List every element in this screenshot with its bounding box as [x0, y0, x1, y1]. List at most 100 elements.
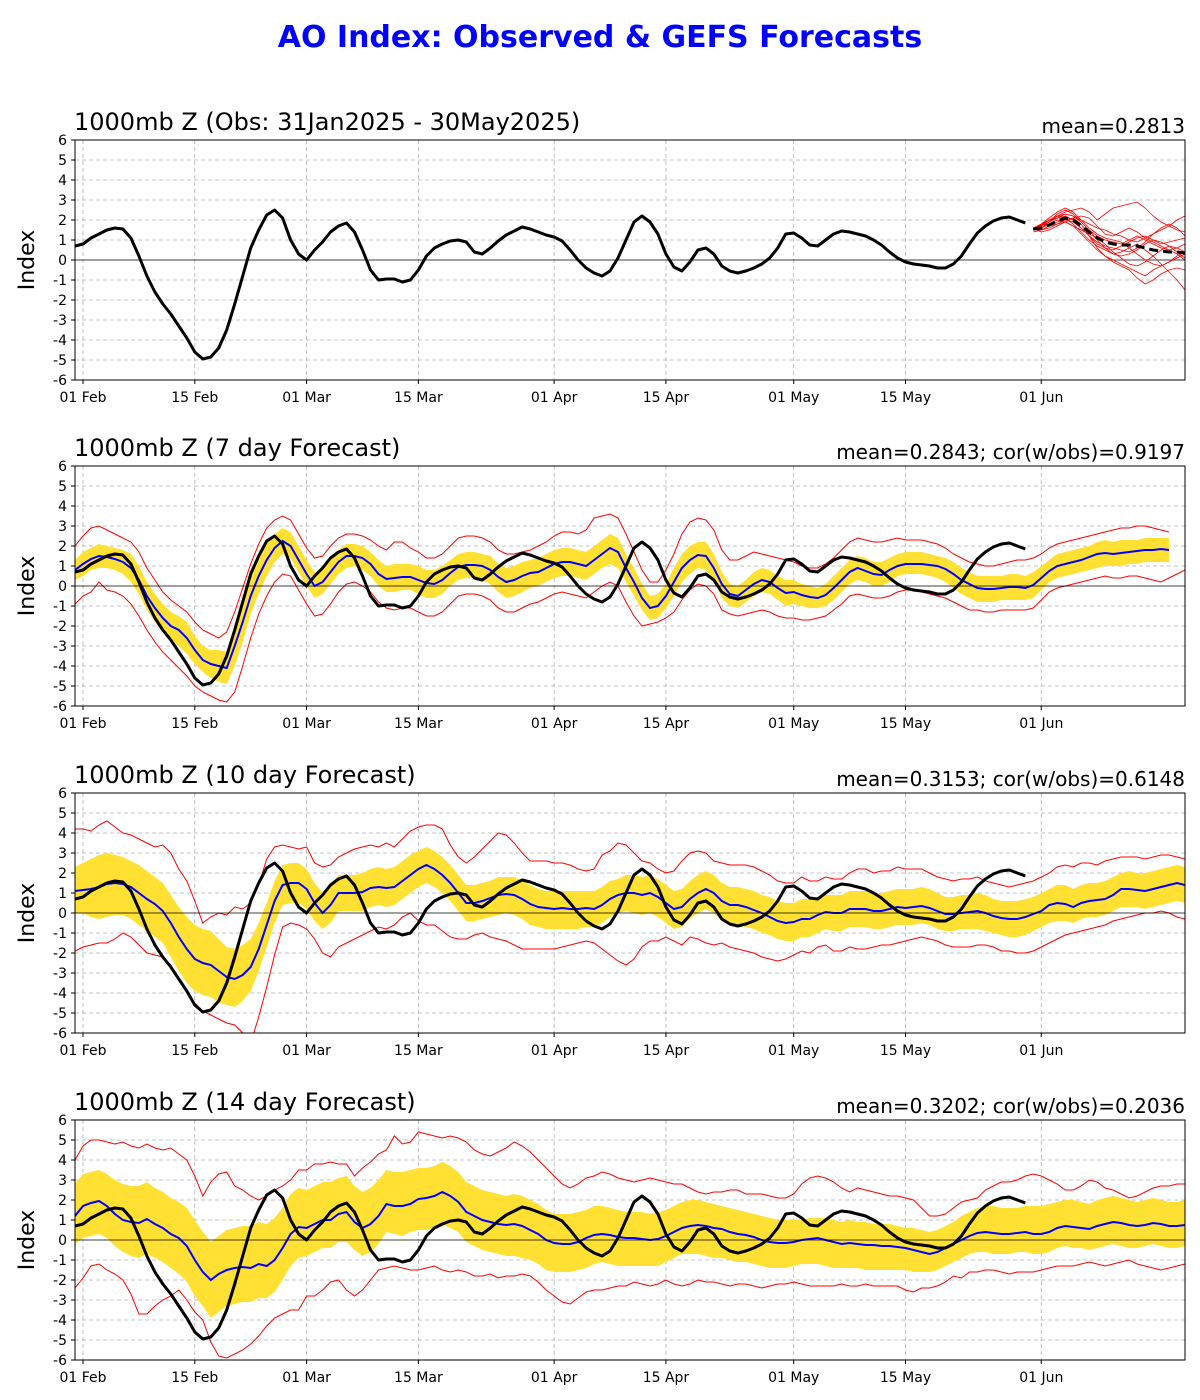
y-tick-label: 3	[58, 193, 67, 209]
x-tick-label: 01 Feb	[59, 390, 106, 406]
ensemble-member-line	[1033, 217, 1185, 285]
observed-line	[75, 208, 1026, 361]
y-axis-label: Index	[15, 1210, 40, 1271]
y-tick-label: 5	[58, 806, 67, 822]
x-tick-label: 15 Feb	[171, 390, 218, 406]
observed-line	[75, 534, 1026, 687]
y-tick-label: 0	[58, 906, 67, 922]
y-axis-label: Index	[15, 883, 40, 944]
y-tick-label: 1	[58, 1213, 67, 1229]
y-tick-label: 6	[58, 786, 67, 802]
extreme-lower-line	[75, 1259, 1185, 1359]
extreme-upper-line	[75, 1131, 1185, 1217]
ensemble-member-line	[1033, 215, 1185, 251]
y-tick-label: -3	[53, 313, 67, 329]
y-tick-label: -2	[53, 619, 67, 635]
y-tick-label: -2	[53, 946, 67, 962]
ensemble-member-line	[1033, 207, 1185, 267]
plot-area	[75, 820, 1185, 1033]
chart-svg: -6 -5 -4 -3 -2 -1 0 1 2 3 4 5 6 01 Feb 15 Feb 01 Mar 15 …	[15, 459, 1186, 732]
x-tick-label: 01 Mar	[282, 1043, 331, 1059]
y-tick-label: 2	[58, 213, 67, 229]
x-tick-label: 15 Apr	[643, 1043, 690, 1059]
chart-panel-observed: -6 -5 -4 -3 -2 -1 0 1 2 3 4 5 6 01 Feb 15 Feb 01 Mar 15 …	[0, 108, 1200, 410]
y-tick-label: 4	[58, 499, 67, 515]
panel-title: 1000mb Z (Obs: 31Jan2025 - 30May2025)	[74, 108, 581, 136]
panel-stat: mean=0.3153; cor(w/obs)=0.6148	[836, 767, 1185, 791]
chart-svg: -6 -5 -4 -3 -2 -1 0 1 2 3 4 5 6 01 Feb 15 Feb 01 Mar 15 …	[15, 1113, 1186, 1386]
y-tick-label: 5	[58, 1133, 67, 1149]
x-tick-label: 01 Jun	[1019, 1043, 1063, 1059]
y-tick-label: -3	[53, 1293, 67, 1309]
x-tick-label: 01 Mar	[282, 1370, 331, 1386]
x-tick-label: 15 Feb	[171, 1370, 218, 1386]
y-tick-label: 1	[58, 559, 67, 575]
x-tick-label: 01 Mar	[282, 716, 331, 732]
y-tick-label: 4	[58, 1153, 67, 1169]
y-tick-label: 5	[58, 153, 67, 169]
y-axis-label: Index	[15, 556, 40, 617]
extreme-upper-line	[75, 820, 1185, 924]
y-tick-label: -4	[53, 986, 67, 1002]
y-tick-label: -3	[53, 966, 67, 982]
y-tick-label: -5	[53, 1006, 67, 1022]
page-title: AO Index: Observed & GEFS Forecasts	[277, 20, 923, 55]
x-tick-label: 01 May	[768, 716, 819, 732]
y-tick-label: -6	[53, 1353, 67, 1369]
y-tick-label: 6	[58, 133, 67, 149]
spread-band	[75, 847, 1185, 1007]
y-tick-label: 1	[58, 886, 67, 902]
extreme-upper-line	[75, 513, 1170, 639]
x-tick-label: 15 Mar	[394, 716, 443, 732]
x-tick-label: 15 May	[880, 390, 931, 406]
x-tick-label: 15 Mar	[394, 390, 443, 406]
y-tick-label: -5	[53, 679, 67, 695]
y-tick-label: 2	[58, 866, 67, 882]
ensemble-mean-line	[75, 1190, 1185, 1282]
x-tick-label: 15 May	[880, 716, 931, 732]
y-tick-label: -1	[53, 1253, 67, 1269]
y-tick-label: -6	[53, 699, 67, 715]
x-tick-label: 15 Mar	[394, 1043, 443, 1059]
x-tick-label: 15 Apr	[643, 390, 690, 406]
x-tick-label: 01 Apr	[531, 390, 578, 406]
observed-line	[75, 861, 1026, 1014]
x-tick-label: 15 May	[880, 1043, 931, 1059]
y-tick-label: -6	[53, 373, 67, 389]
y-tick-label: -1	[53, 926, 67, 942]
y-tick-label: 6	[58, 1113, 67, 1129]
y-tick-label: -5	[53, 353, 67, 369]
chart-svg: -6 -5 -4 -3 -2 -1 0 1 2 3 4 5 6 01 Feb 15 Feb 01 Mar 15 …	[15, 133, 1186, 406]
ensemble-member-line	[1033, 213, 1185, 259]
ensemble-member-line	[1033, 209, 1185, 261]
plot-area	[75, 513, 1185, 703]
chart-panel-10-day: -6 -5 -4 -3 -2 -1 0 1 2 3 4 5 6 01 Feb 15 Feb 01 Mar 15 …	[0, 761, 1200, 1063]
plot-area	[75, 201, 1185, 361]
y-tick-label: 4	[58, 173, 67, 189]
x-tick-label: 01 Apr	[531, 1370, 578, 1386]
x-tick-label: 01 May	[768, 1370, 819, 1386]
chart-panel-7-day: -6 -5 -4 -3 -2 -1 0 1 2 3 4 5 6 01 Feb 15 Feb 01 Mar 15 …	[0, 434, 1200, 736]
y-tick-label: -5	[53, 1333, 67, 1349]
grid	[75, 466, 1185, 706]
chart-panel-14-day: -6 -5 -4 -3 -2 -1 0 1 2 3 4 5 6 01 Feb 15 Feb 01 Mar 15 …	[0, 1088, 1200, 1390]
extreme-lower-line	[75, 569, 1185, 703]
y-tick-label: 2	[58, 1193, 67, 1209]
y-tick-label: -4	[53, 333, 67, 349]
plot-area	[75, 1131, 1185, 1359]
x-tick-label: 01 Apr	[531, 1043, 578, 1059]
y-tick-label: 3	[58, 1173, 67, 1189]
y-tick-label: 0	[58, 253, 67, 269]
x-tick-label: 15 Feb	[171, 1043, 218, 1059]
x-tick-label: 01 May	[768, 390, 819, 406]
x-tick-label: 01 Jun	[1019, 390, 1063, 406]
y-tick-label: -3	[53, 639, 67, 655]
ensemble-mean-line	[75, 863, 1185, 981]
y-tick-label: 6	[58, 459, 67, 475]
y-tick-label: -2	[53, 293, 67, 309]
ensemble-member-line	[1033, 215, 1185, 253]
observed-line	[75, 1188, 1026, 1341]
y-tick-label: -2	[53, 1273, 67, 1289]
ensemble-mean-line	[75, 539, 1170, 670]
panel-title: 1000mb Z (14 day Forecast)	[74, 1088, 416, 1116]
